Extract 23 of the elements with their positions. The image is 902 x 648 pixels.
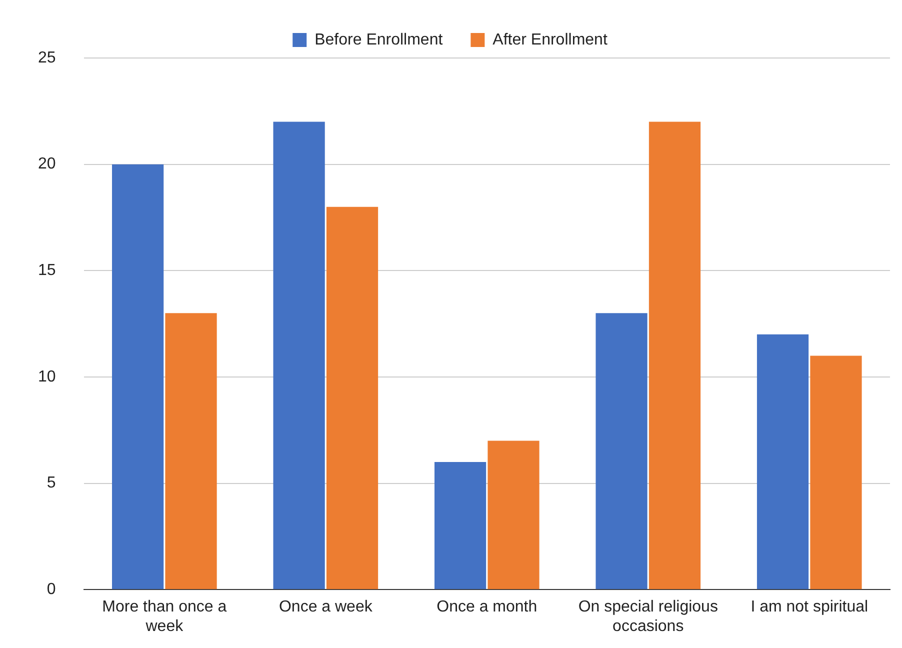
y-tick-label: 15 (38, 262, 56, 280)
bar (165, 313, 217, 590)
bar (810, 356, 862, 590)
y-tick-label: 20 (38, 156, 56, 173)
x-tick-label: Once a week (278, 598, 374, 616)
bar (112, 164, 164, 590)
bar (488, 440, 540, 590)
y-tick-label: 25 (38, 49, 56, 66)
bar (434, 462, 486, 590)
y-tick-label: 0 (46, 581, 56, 598)
y-tick-label: 5 (46, 474, 56, 492)
legend-label: After Enrollment (492, 31, 608, 48)
x-tick-label: Once a month (436, 598, 538, 616)
bar (326, 206, 378, 590)
x-tick-label: I am not spiritual (750, 598, 868, 616)
bar (756, 334, 809, 590)
bar (596, 313, 648, 590)
bar (648, 122, 701, 590)
x-tick-label: More than once a week (102, 598, 227, 635)
legend-label: Before Enrollment (314, 31, 444, 48)
y-tick-label: 10 (38, 368, 56, 386)
bar (273, 122, 325, 590)
x-tick-label: On special religious occasions (578, 598, 718, 635)
